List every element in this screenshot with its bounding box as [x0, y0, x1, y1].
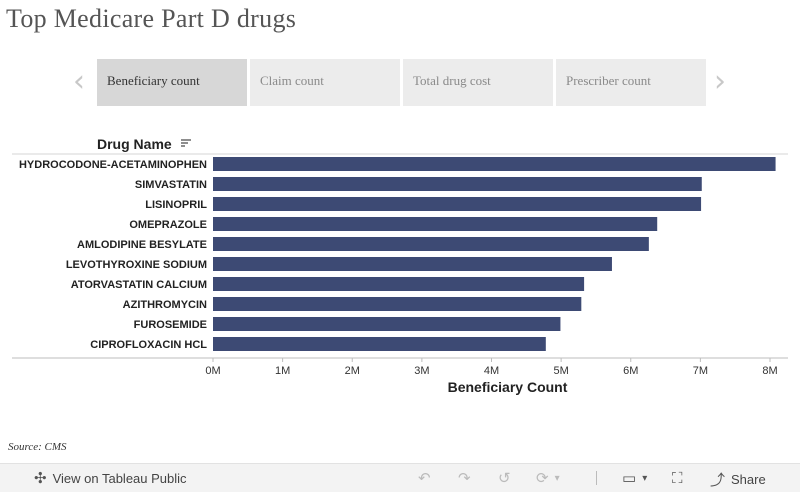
x-tick-label: 7M [693, 365, 708, 377]
category-label: FUROSEMIDE [134, 319, 207, 331]
refresh-button[interactable]: ⟳ ▾ [536, 469, 560, 487]
x-tick-label: 1M [275, 365, 290, 377]
chevron-right-icon[interactable]: › [714, 64, 726, 99]
revert-button[interactable]: ↺ [498, 469, 511, 487]
category-label: HYDROCODONE-ACETAMINOPHEN [19, 159, 207, 171]
view-on-tableau-label: View on Tableau Public [52, 470, 187, 486]
view-on-tableau-button[interactable]: ✣ View on Tableau Public [34, 469, 187, 487]
category-label: OMEPRAZOLE [129, 219, 207, 231]
comment-icon: ▭ [622, 469, 637, 487]
bar [213, 257, 612, 271]
refresh-icon: ⟳ [536, 469, 549, 487]
category-label: CIPROFLOXACIN HCL [90, 339, 207, 351]
x-tick-label: 8M [762, 365, 777, 377]
bar [213, 277, 585, 291]
category-label: AMLODIPINE BESYLATE [77, 239, 207, 251]
x-tick-label: 6M [623, 365, 638, 377]
tab-claim-count[interactable]: Claim count [250, 59, 400, 106]
redo-button[interactable]: ↷ [458, 469, 471, 487]
undo-button[interactable]: ↶ [418, 469, 431, 487]
chevron-down-icon: ▾ [554, 472, 560, 484]
bar [213, 157, 776, 171]
category-label: SIMVASTATIN [135, 179, 207, 191]
chevron-down-icon: ▾ [642, 472, 648, 484]
revert-icon: ↺ [498, 469, 511, 487]
tab-prescriber-count[interactable]: Prescriber count [556, 59, 706, 106]
category-label: AZITHROMYCIN [123, 299, 207, 311]
chevron-left-icon[interactable]: ‹ [73, 64, 85, 99]
share-label: Share [731, 472, 766, 487]
bar-chart: Drug Name HYDROCODONE-ACETAMINOPHEN SIMVAS… [12, 136, 788, 395]
x-tick-label: 0M [205, 365, 220, 377]
row-header-label: Drug Name [97, 136, 172, 152]
x-tick-label: 2M [345, 365, 360, 377]
source-note: Source: CMS [8, 441, 67, 453]
bar [213, 337, 546, 351]
x-axis-title: Beneficiary Count [448, 379, 568, 395]
share-icon: ⤴ [710, 471, 726, 489]
fullscreen-button[interactable]: ⛶ [672, 469, 683, 487]
share-button[interactable]: ⤴ Share [710, 469, 766, 490]
tab-strip: Beneficiary count Claim count Total drug… [97, 59, 706, 106]
fullscreen-icon: ⛶ [672, 469, 683, 487]
category-label: LISINOPRIL [145, 199, 207, 211]
bar [213, 237, 649, 251]
tableau-toolbar: ✣ View on Tableau Public ↶ ↷ ↺ ⟳ ▾ ▭ ▾ ⛶… [0, 463, 800, 492]
tab-beneficiary-count[interactable]: Beneficiary count [97, 59, 247, 106]
tab-total-drug-cost[interactable]: Total drug cost [403, 59, 553, 106]
category-label: ATORVASTATIN CALCIUM [71, 279, 207, 291]
page-title: Top Medicare Part D drugs [6, 4, 297, 33]
toolbar-divider [596, 471, 597, 485]
redo-icon: ↷ [458, 469, 471, 487]
comment-button[interactable]: ▭ ▾ [622, 469, 647, 487]
bar [213, 197, 702, 211]
tableau-logo-icon: ✣ [34, 469, 47, 487]
x-tick-label: 4M [484, 365, 499, 377]
undo-icon: ↶ [418, 469, 431, 487]
bar [213, 297, 582, 311]
bar [213, 217, 658, 231]
x-tick-label: 3M [414, 365, 429, 377]
bar [213, 177, 702, 191]
x-tick-label: 5M [553, 365, 568, 377]
bar [213, 317, 561, 331]
category-label: LEVOTHYROXINE SODIUM [66, 259, 207, 271]
